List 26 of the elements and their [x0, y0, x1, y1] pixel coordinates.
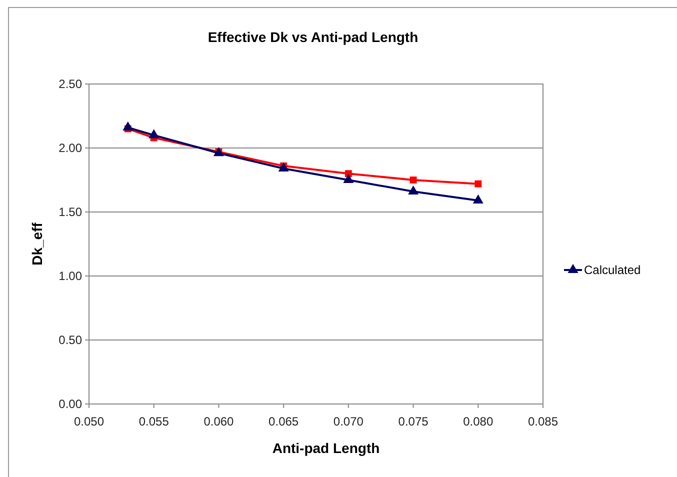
- x-tick-label: 0.055: [138, 414, 170, 428]
- point: [343, 174, 354, 184]
- point: [148, 129, 160, 138]
- legend-label: Calculated: [584, 263, 641, 277]
- x-tick-label: 0.070: [333, 414, 364, 428]
- x-axis-title: Anti-pad Length: [272, 440, 380, 456]
- chart-title: Effective Dk vs Anti-pad Length: [208, 29, 418, 45]
- point: [410, 176, 417, 184]
- x-tick-label: 0.075: [398, 414, 429, 428]
- y-tick-label: 1.50: [58, 204, 82, 219]
- point: [278, 162, 289, 172]
- point: [122, 121, 134, 131]
- y-tick-label: 0.50: [58, 332, 82, 347]
- y-tick-label: 0.00: [58, 396, 82, 411]
- x-tick-label: 0.085: [528, 414, 558, 428]
- y-tick-label: 1.00: [58, 268, 82, 283]
- y-axis-title: Dk_eff: [29, 222, 45, 266]
- x-tick-label: 0.050: [74, 414, 104, 428]
- x-tick-label: 0.065: [268, 414, 299, 428]
- y-tick-label: 2.50: [58, 76, 82, 91]
- point: [472, 194, 484, 204]
- y-tick-label: 2.00: [58, 140, 82, 155]
- point: [408, 185, 419, 195]
- point: [474, 180, 482, 188]
- x-tick-label: 0.080: [463, 414, 494, 428]
- x-tick-label: 0.060: [204, 414, 234, 428]
